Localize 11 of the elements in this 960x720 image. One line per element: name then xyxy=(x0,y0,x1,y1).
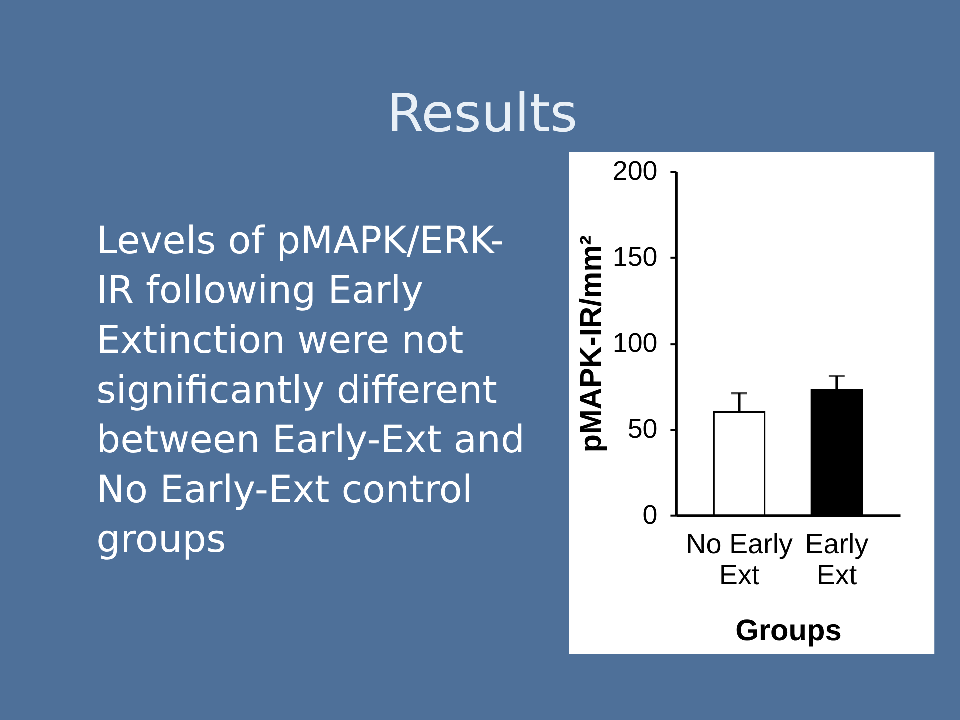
chart-title: Results xyxy=(387,83,578,144)
x-axis-title: Groups xyxy=(736,614,842,648)
x-tick-label: Early Ext xyxy=(805,528,869,591)
y-tick-label: 0 xyxy=(642,500,658,530)
y-tick-label: 50 xyxy=(628,414,658,444)
x-tick-label: No Early Ext xyxy=(686,528,794,591)
y-tick-label: 100 xyxy=(612,328,658,358)
y-axis-title: pMAPK-IR/mm² xyxy=(574,235,608,453)
y-tick-label: 200 xyxy=(612,156,658,186)
text: Levels of pMAPK/ERK-IR following Early Extinction were not significantly different between Early-Ext and No Early-Ext control groups xyxy=(96,218,526,562)
y-tick-label: 150 xyxy=(612,242,658,272)
